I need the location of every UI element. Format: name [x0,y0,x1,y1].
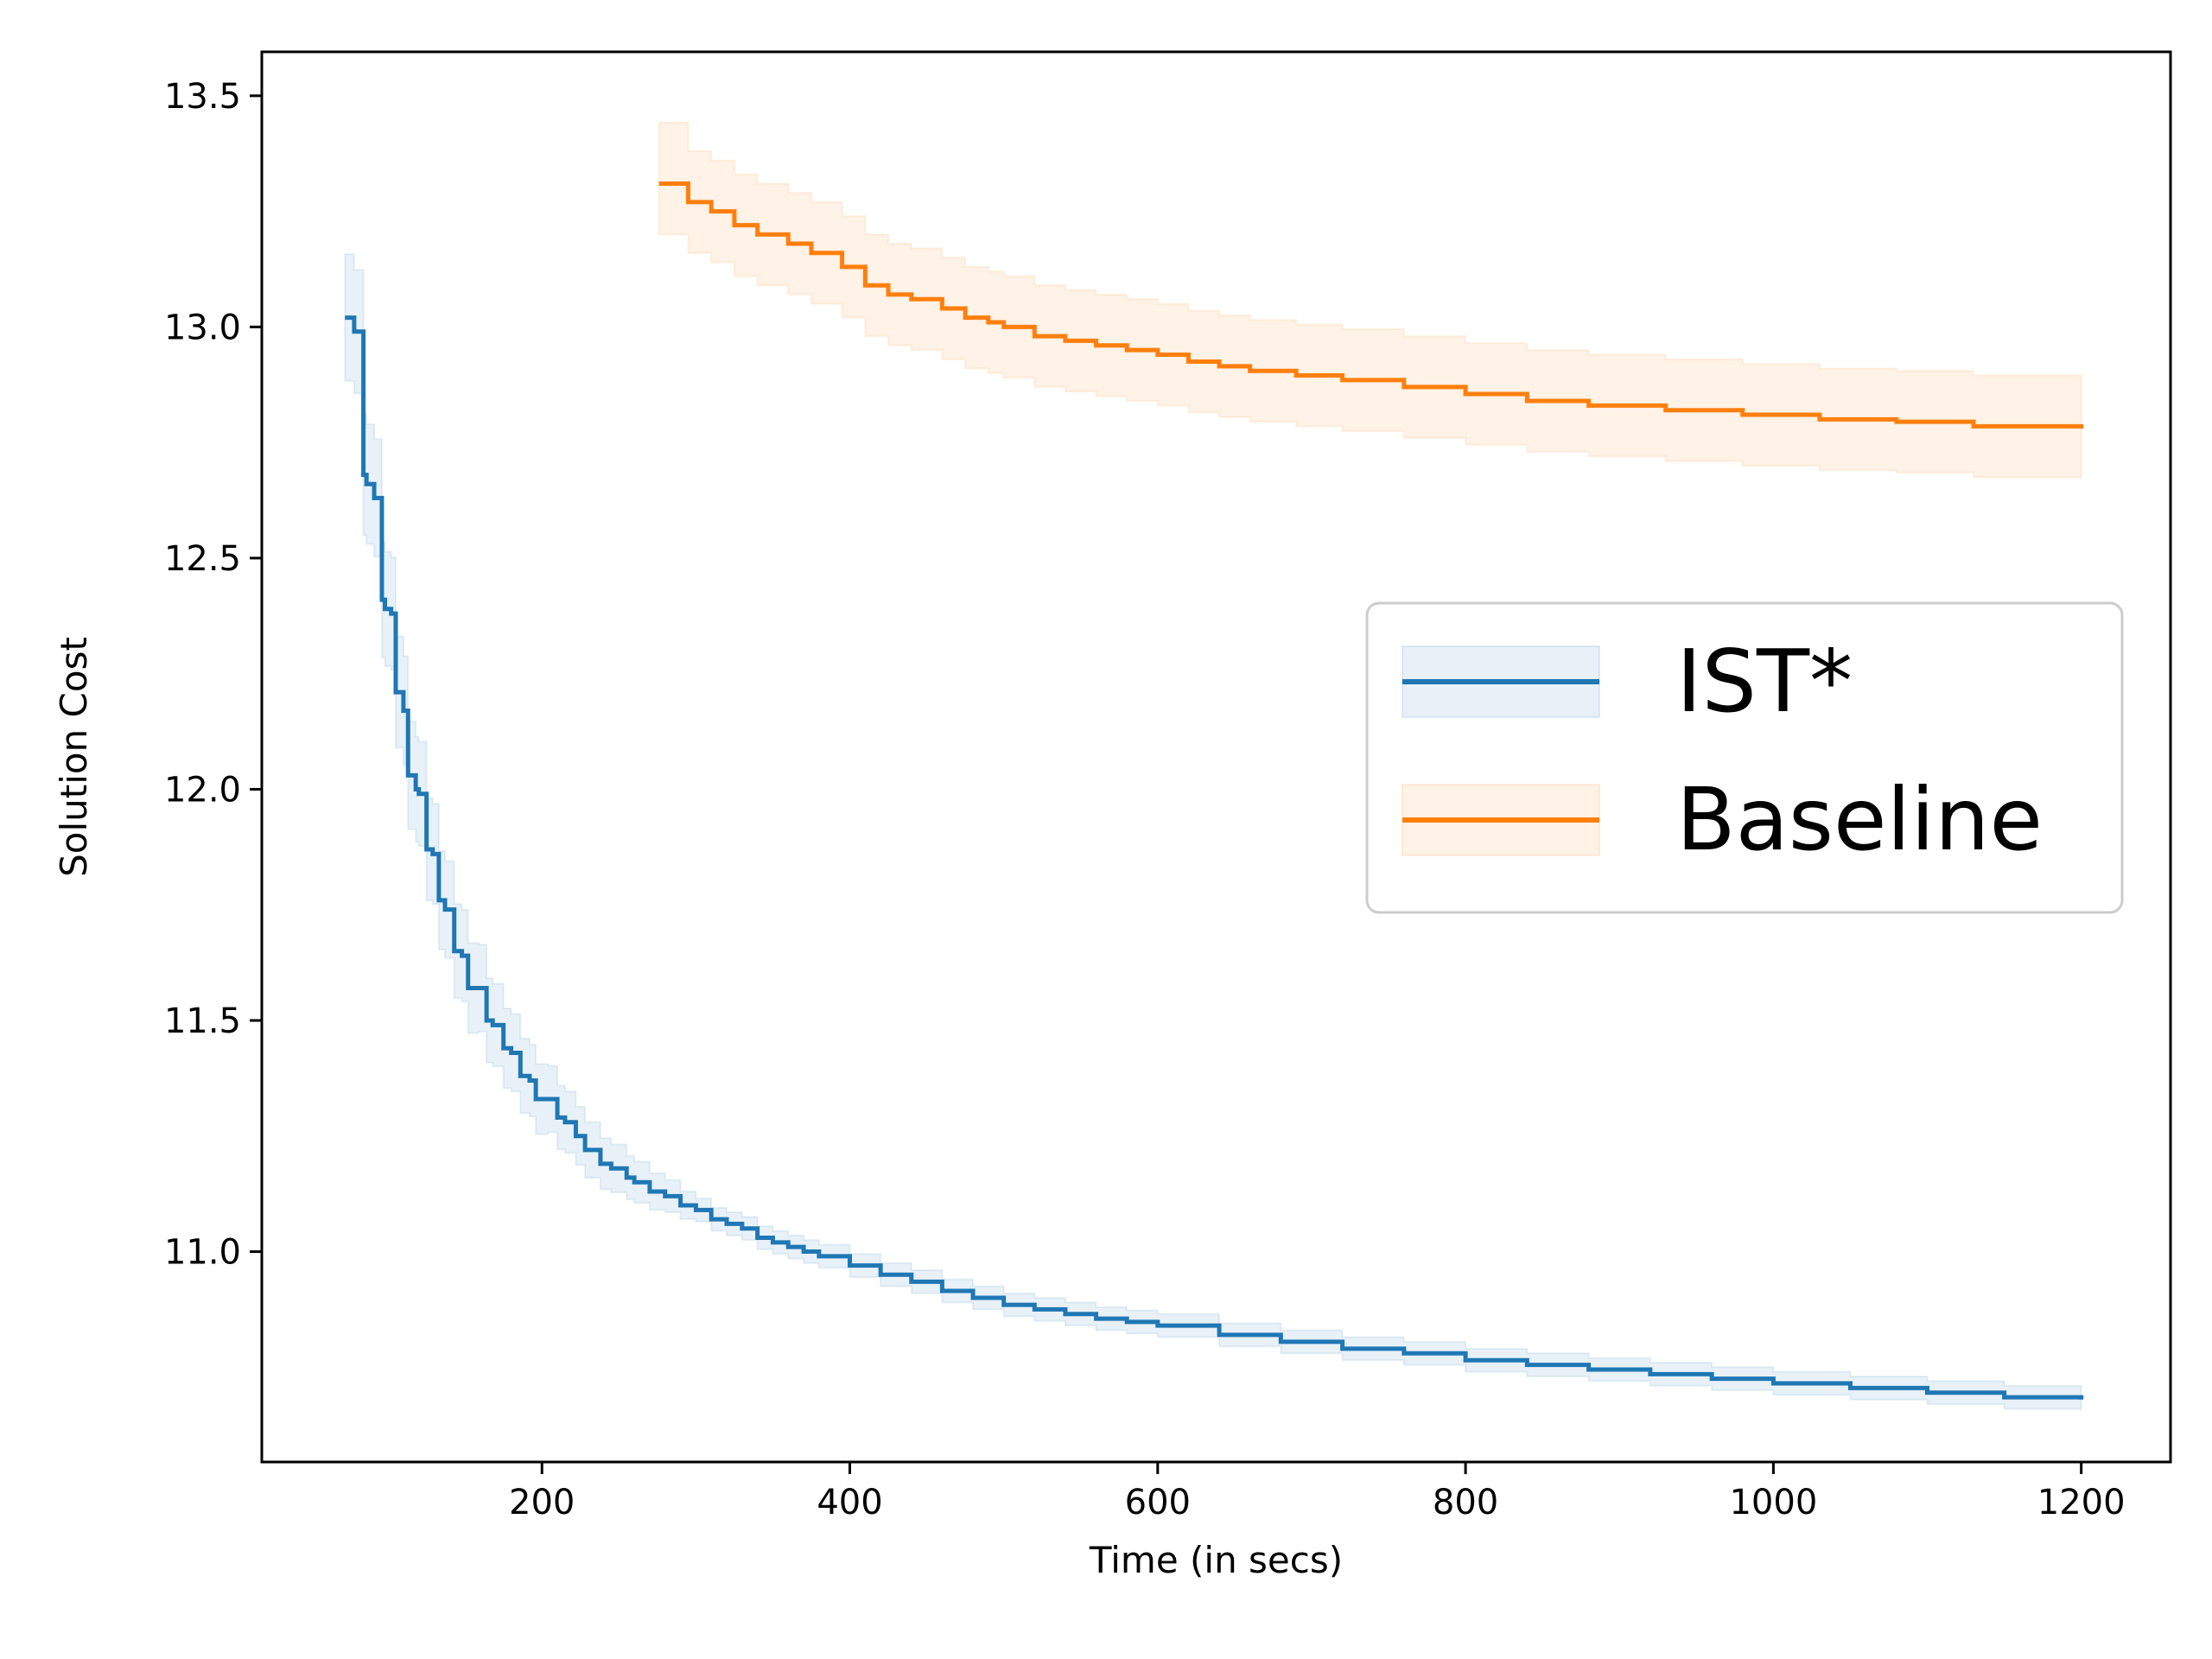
y-tick-label: 13.0 [164,308,241,347]
y-axis: 11.0 11.5 12.0 12.5 13.0 13.5 [164,77,262,1273]
x-axis-label: Time (in secs) [1089,1539,1343,1581]
x-tick-label: 1200 [2037,1483,2126,1522]
legend-label-ist: IST* [1676,631,1853,732]
series-lines [345,181,2084,1400]
x-tick-label: 600 [1125,1483,1191,1522]
series-line-baseline [658,181,2084,429]
confidence-bands [344,121,2082,1412]
y-tick-label: 12.0 [164,770,241,810]
confidence-band-ist [344,253,2082,1412]
legend-label-baseline: Baseline [1676,769,2043,870]
x-tick-label: 1000 [1729,1483,1817,1522]
confidence-band-baseline [658,121,2082,480]
plot-frame [260,50,2172,1464]
y-tick-label: 11.5 [164,1001,241,1041]
series-line-ist [345,315,2084,1400]
x-tick-label: 400 [817,1483,882,1522]
legend: IST* Baseline [1365,601,2124,914]
x-tick-label: 200 [509,1483,575,1522]
y-tick-label: 13.5 [164,77,241,117]
x-axis: 200 400 600 800 1000 1200 [509,1462,2126,1522]
x-tick-label: 800 [1433,1483,1498,1522]
y-tick-label: 11.0 [164,1233,241,1273]
y-axis-label: Solution Cost [53,637,95,877]
y-tick-label: 12.5 [164,539,241,579]
